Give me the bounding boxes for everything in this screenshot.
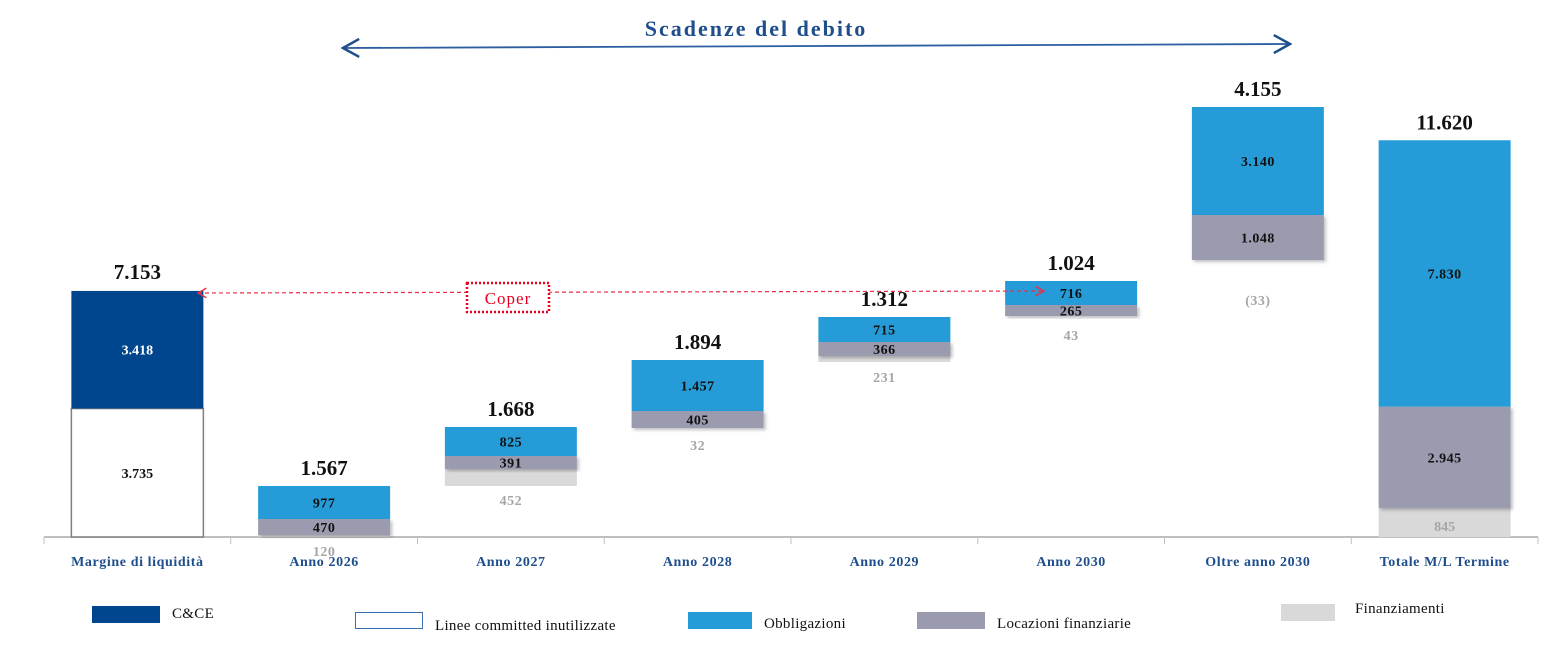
data-label: 366 [873,343,896,358]
total-label: 7.153 [114,260,161,284]
coverage-annotation: Coper [198,281,1044,314]
bar-segment-locazioni [1005,305,1138,316]
x-tick-label: Oltre anno 2030 [1205,555,1310,570]
data-label: 231 [873,371,896,386]
legend-label: Finanziamenti [1355,601,1445,617]
data-label: 32 [690,439,705,454]
bar-segment-locazioni [258,519,391,535]
data-label: 845 [1434,520,1455,535]
data-label: (33) [1245,294,1270,309]
legend-swatch-committed [355,612,423,629]
bar-segment-cce [71,290,204,409]
bars-layer [70,107,1511,538]
legend-swatch-loans [1281,604,1335,621]
bar-segment-locazioni [444,456,577,469]
bar-segment-obbligazioni [818,317,951,342]
debt-maturity-chart: Scadenze del debito Margine di liquidità… [43,16,1539,570]
total-label: 1.567 [301,456,348,480]
bar-segment-obbligazioni [631,360,764,411]
data-label: 3.140 [1241,155,1275,170]
legend-item-committed: Linee committed inutilizzate [355,606,616,635]
x-tick-label: Margine di liquidità [71,555,204,570]
x-tick-label: Totale M/L Termine [1380,555,1510,570]
legend-label: Locazioni finanziarie [997,616,1132,632]
legend-swatch-leases [917,612,985,629]
legend-label: Linee committed inutilizzate [435,618,616,634]
x-tick-label: Anno 2026 [289,555,359,570]
bar-segment-finanziamenti [818,356,951,362]
x-tick-label: Anno 2027 [476,555,546,570]
bar-segment-obbligazioni [444,427,577,456]
legend: C&CE Linee committed inutilizzate Obblig… [0,600,1552,640]
bar-segment-obbligazioni [1191,107,1324,215]
bar-segment-locazioni [1378,406,1511,508]
data-label: 43 [1064,329,1079,344]
chart-title: Scadenze del debito [645,16,868,41]
total-label: 1.894 [674,330,722,354]
coverage-arrow [198,291,1044,293]
data-label: 1.457 [681,380,715,395]
legend-item-loans: Finanziamenti [1281,601,1445,621]
data-label: 265 [1060,305,1083,320]
bar-segment-obbligazioni [258,486,391,519]
total-label: 4.155 [1234,77,1281,101]
coverage-label-box [465,281,551,314]
bar-segment-finanziamenti [258,535,391,537]
data-label: 715 [873,324,896,339]
total-label: 1.024 [1048,251,1096,275]
total-label: 1.312 [861,287,908,311]
x-tick-label: Anno 2030 [1036,555,1106,570]
bar-segment-locazioni [1191,215,1324,260]
data-label: 405 [686,414,709,429]
data-label: 3.735 [122,467,154,482]
total-label: 11.620 [1416,110,1473,134]
data-label: 120 [313,545,336,560]
bar-segment-locazioni [631,411,764,428]
data-label: 470 [313,521,336,536]
legend-label: Obbligazioni [764,616,846,632]
data-label: 716 [1060,287,1083,302]
maturity-range-arrow [343,44,1290,48]
total-label: 1.668 [487,397,534,421]
legend-item-leases: Locazioni finanziarie [917,608,1131,633]
bar-segment-finanziamenti [444,469,577,486]
data-label: 2.945 [1428,451,1462,466]
data-label: 7.830 [1428,267,1462,282]
data-label: 977 [313,497,336,512]
legend-item-bonds: Obbligazioni [688,608,846,633]
legend-swatch-cce [92,606,160,623]
data-label: 452 [500,494,523,509]
legend-label: C&CE [172,606,215,622]
legend-item-cce: C&CE [92,606,214,623]
data-label: 3.418 [122,344,154,359]
x-axis [43,536,1539,544]
coverage-label: Coper [485,289,532,308]
data-label: 391 [500,457,523,472]
data-label: 1.048 [1241,232,1275,247]
x-tick-label: Anno 2028 [663,555,733,570]
x-tick-label: Anno 2029 [850,555,920,570]
legend-swatch-bonds [688,612,752,629]
bar-segment-locazioni [818,342,951,356]
bar-segment-finanziamenti [1378,507,1511,537]
bar-segment-obbligazioni [1378,140,1511,407]
data-label: 825 [500,436,523,451]
